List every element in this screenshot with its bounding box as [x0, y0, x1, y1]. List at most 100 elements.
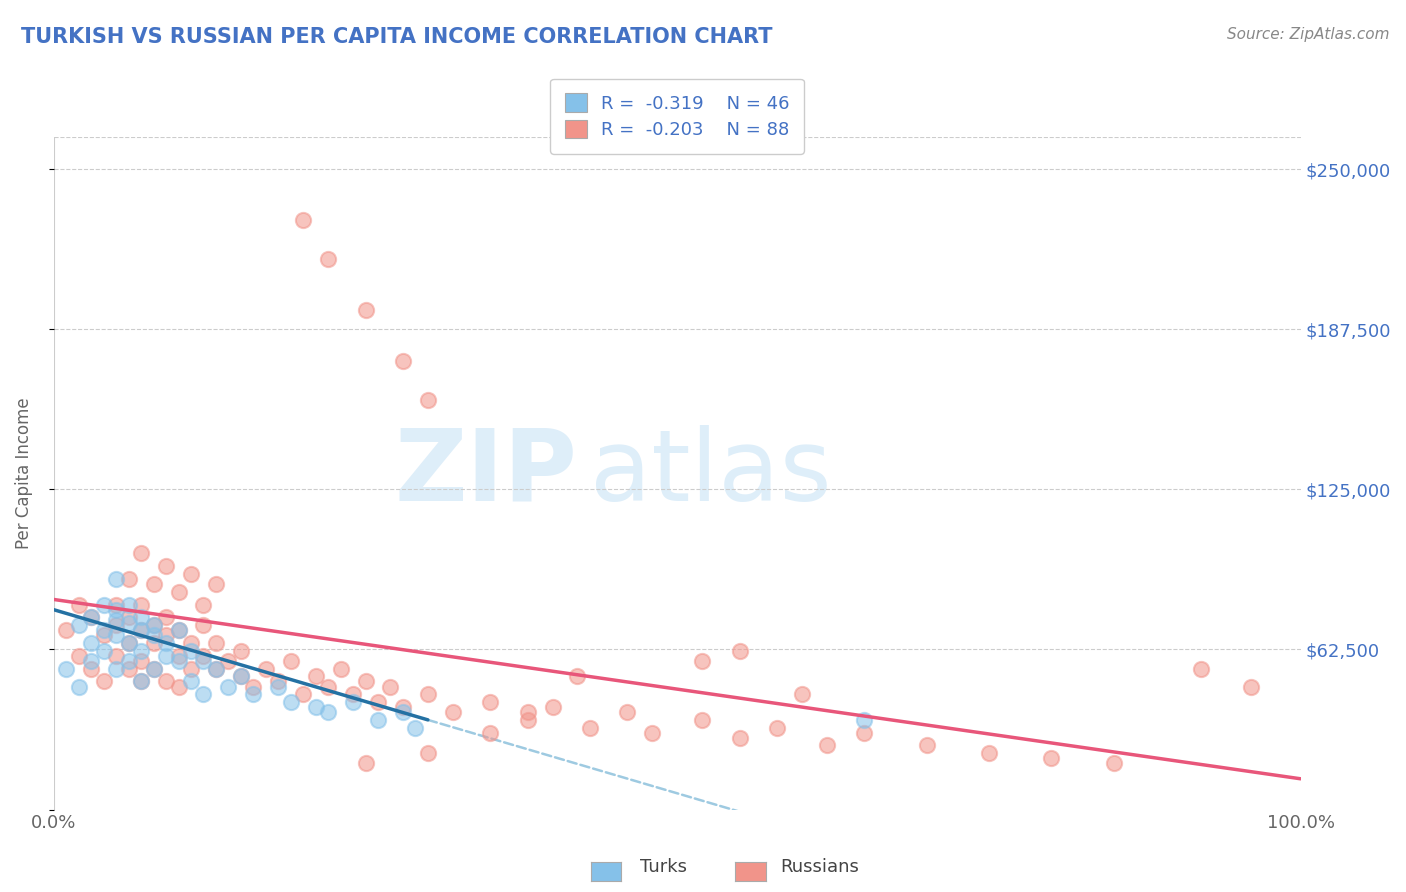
Point [392, 705, 415, 719]
Point [728, 644, 751, 658]
Point [142, 618, 165, 632]
Point [1189, 662, 1212, 676]
Point [67, 680, 90, 694]
Text: Turks: Turks [640, 858, 686, 876]
Point [105, 603, 128, 617]
Point [180, 662, 202, 676]
Point [354, 756, 377, 771]
Point [167, 648, 190, 663]
Y-axis label: Per Capita Income: Per Capita Income [15, 398, 32, 549]
Point [129, 674, 152, 689]
Point [167, 680, 190, 694]
Point [354, 303, 377, 318]
Point [180, 636, 202, 650]
Point [205, 636, 228, 650]
Point [80, 654, 103, 668]
Point [815, 739, 838, 753]
Point [479, 725, 502, 739]
Point [690, 713, 713, 727]
Point [567, 669, 589, 683]
Point [392, 354, 415, 368]
Point [329, 662, 352, 676]
Point [342, 695, 364, 709]
Text: Source: ZipAtlas.com: Source: ZipAtlas.com [1226, 27, 1389, 42]
Point [80, 610, 103, 624]
Point [105, 628, 128, 642]
Point [142, 628, 165, 642]
Point [342, 687, 364, 701]
Point [67, 598, 90, 612]
Point [416, 392, 439, 407]
Point [516, 713, 538, 727]
Point [1240, 680, 1263, 694]
Point [93, 674, 115, 689]
Point [93, 598, 115, 612]
Point [105, 598, 128, 612]
Point [193, 687, 215, 701]
Point [117, 598, 139, 612]
Point [117, 572, 139, 586]
Point [441, 705, 464, 719]
Point [728, 731, 751, 745]
Point [117, 610, 139, 624]
Point [129, 598, 152, 612]
Point [229, 644, 252, 658]
Point [155, 628, 177, 642]
Point [616, 705, 638, 719]
Point [142, 636, 165, 650]
Point [142, 577, 165, 591]
Point [105, 648, 128, 663]
Point [316, 705, 339, 719]
Point [55, 624, 77, 638]
Point [380, 680, 402, 694]
Point [129, 624, 152, 638]
Point [205, 662, 228, 676]
Point [242, 687, 264, 701]
Point [853, 725, 876, 739]
Point [205, 577, 228, 591]
Point [117, 636, 139, 650]
Point [142, 662, 165, 676]
Point [93, 624, 115, 638]
Point [267, 674, 290, 689]
Point [117, 615, 139, 630]
Point [217, 654, 239, 668]
Point [305, 700, 328, 714]
Point [229, 669, 252, 683]
Point [1102, 756, 1125, 771]
Point [129, 610, 152, 624]
Point [316, 252, 339, 266]
Point [129, 674, 152, 689]
Point [267, 680, 290, 694]
Point [155, 636, 177, 650]
Text: TURKISH VS RUSSIAN PER CAPITA INCOME CORRELATION CHART: TURKISH VS RUSSIAN PER CAPITA INCOME COR… [21, 27, 772, 46]
Point [180, 674, 202, 689]
Point [217, 680, 239, 694]
Point [167, 624, 190, 638]
Point [790, 687, 813, 701]
Point [105, 613, 128, 627]
Point [541, 700, 564, 714]
Text: Russians: Russians [780, 858, 859, 876]
Point [367, 713, 389, 727]
Point [404, 721, 426, 735]
Point [690, 654, 713, 668]
Point [205, 662, 228, 676]
Point [129, 546, 152, 560]
Point [579, 721, 602, 735]
Point [305, 669, 328, 683]
Point [641, 725, 664, 739]
Point [292, 213, 315, 227]
Point [180, 566, 202, 581]
Point [93, 628, 115, 642]
Point [129, 644, 152, 658]
Point [853, 713, 876, 727]
Point [93, 644, 115, 658]
Point [55, 662, 77, 676]
Point [242, 680, 264, 694]
Point [367, 695, 389, 709]
Point [392, 700, 415, 714]
Point [254, 662, 277, 676]
Text: atlas: atlas [591, 425, 831, 522]
Point [129, 624, 152, 638]
